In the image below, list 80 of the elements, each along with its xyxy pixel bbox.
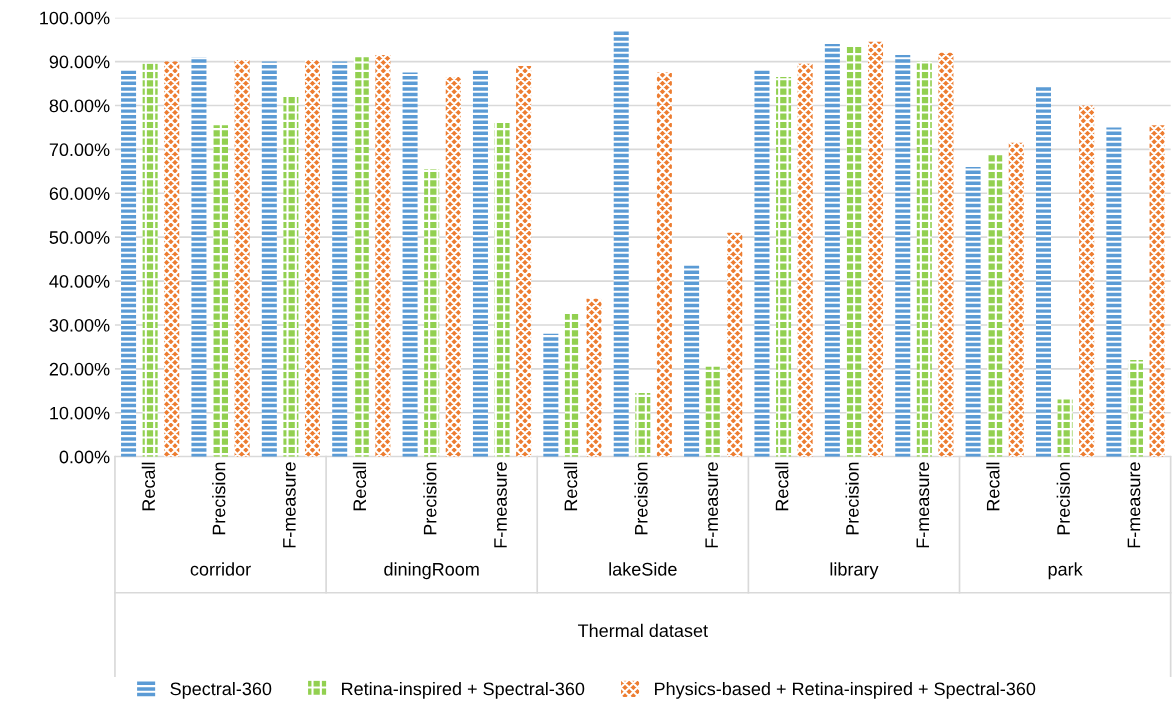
bar <box>1057 399 1073 457</box>
y-tick-label: 70.00% <box>49 143 110 157</box>
y-tick-label: 50.00% <box>49 231 110 244</box>
bar <box>754 70 770 457</box>
bar <box>424 169 440 457</box>
x-tick-label: F-measure <box>1127 462 1141 548</box>
x-tick-label: F-measure <box>916 462 930 548</box>
bar <box>987 153 1003 457</box>
bar <box>916 61 932 457</box>
x-tick-label: Recall <box>564 462 578 511</box>
x-tick-label: F-measure <box>283 462 296 548</box>
legend-label: Retina-inspired + Spectral-360 <box>342 682 585 699</box>
y-tick-label: 20.00% <box>49 362 110 376</box>
legend-label: Spectral-360 <box>170 682 272 699</box>
bar <box>1008 142 1024 457</box>
bar <box>164 61 180 457</box>
bar <box>846 46 862 457</box>
bar <box>727 232 743 457</box>
bar <box>142 63 158 457</box>
text: library <box>830 562 879 580</box>
bar <box>402 72 418 457</box>
bar <box>516 65 532 457</box>
bar <box>1079 105 1095 457</box>
x-tick-label: F-measure <box>494 462 507 548</box>
x-tick-label: Precision <box>1056 462 1070 535</box>
bar <box>472 70 488 457</box>
bar <box>234 60 250 457</box>
y-tick-label: 30.00% <box>49 318 110 332</box>
bar <box>938 52 954 457</box>
bar <box>375 55 391 457</box>
x-tick-label: Recall <box>141 462 155 511</box>
x-tick-label: Recall <box>986 462 1000 511</box>
bar <box>705 366 721 457</box>
y-tick-label: 90.00% <box>49 55 110 69</box>
bar <box>543 333 559 457</box>
y-tick-label: 100.00% <box>40 11 110 25</box>
bar <box>613 30 629 457</box>
x-axis-title: Thermal dataset <box>577 623 708 638</box>
bar <box>353 57 369 457</box>
text: diningRoom <box>384 562 479 580</box>
legend-label: Physics-based + Retina-inspired + Spectral-360 <box>655 682 1036 699</box>
y-tick-label: 80.00% <box>49 99 110 113</box>
bar <box>1149 125 1165 457</box>
bar <box>895 55 911 457</box>
bar <box>965 166 981 457</box>
x-tick-label: Precision <box>845 462 859 535</box>
x-tick-label: Precision <box>423 462 437 535</box>
bar <box>564 314 580 457</box>
bar <box>261 61 277 457</box>
bar <box>868 41 884 457</box>
x-tick-label: F-measure <box>705 462 719 548</box>
bar <box>191 57 207 457</box>
y-tick-label: 40.00% <box>49 275 110 288</box>
x-tick-label: Precision <box>634 462 648 535</box>
bar <box>283 96 299 457</box>
bar <box>635 393 651 457</box>
bar <box>1035 85 1052 457</box>
bar <box>776 76 792 457</box>
bar <box>213 125 229 457</box>
text: park <box>1048 562 1083 580</box>
x-tick-label: Precision <box>212 462 226 535</box>
bar <box>332 61 348 457</box>
bar <box>824 44 840 457</box>
x-tick-label: Recall <box>352 462 367 511</box>
bar <box>445 76 461 457</box>
bar <box>1106 127 1122 457</box>
bar <box>1127 360 1143 457</box>
y-tick-label: 60.00% <box>49 187 110 200</box>
bar <box>684 265 700 457</box>
bar <box>797 63 813 457</box>
bar <box>656 72 672 457</box>
text: corridor <box>190 562 251 576</box>
bar <box>586 298 602 457</box>
bar <box>304 60 320 457</box>
bar <box>494 123 510 457</box>
x-tick-label: Recall <box>775 462 789 511</box>
y-tick-label: 0.00% <box>59 450 110 464</box>
text: lakeSide <box>609 562 677 576</box>
y-tick-label: 10.00% <box>50 406 110 420</box>
bar <box>121 70 137 457</box>
